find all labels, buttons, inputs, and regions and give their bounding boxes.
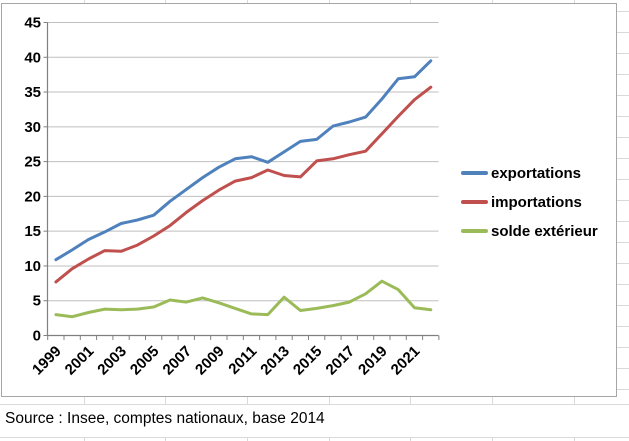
- x-axis-label-2003: 2003: [94, 343, 130, 379]
- sheet-col-line-mid-5: [492, 396, 493, 405]
- sheet-col-line-bottom-2: [246, 437, 248, 441]
- sheet-row-line-right-2: [617, 52, 629, 54]
- sheet-col-line-mid-2: [246, 396, 248, 405]
- series-line-exportations: [54, 59, 433, 262]
- legend-label-exportations: exportations: [491, 164, 582, 182]
- x-axis-label-2021: 2021: [388, 343, 424, 379]
- y-axis-label-35: 35: [24, 84, 41, 101]
- x-axis-label-2007: 2007: [160, 343, 196, 379]
- sheet-row-line-right-8: [617, 178, 629, 180]
- sheet-row-line-right-17: [617, 367, 629, 369]
- sheet-row-line-right-7: [617, 157, 629, 159]
- legend-item-exportations[interactable]: exportations: [461, 163, 621, 183]
- y-axis-label-5: 5: [33, 293, 41, 310]
- sheet-row-line-right-15: [617, 325, 629, 327]
- sheet-col-line-mid-6: [573, 396, 575, 405]
- sheet-row-line-right-0: [617, 10, 629, 12]
- x-axis-label-2009: 2009: [192, 343, 228, 379]
- exportations-line-swatch: [461, 171, 488, 175]
- legend-item-solde-exterieur[interactable]: solde extérieur: [461, 221, 621, 241]
- sheet-row-line-right-1: [617, 31, 629, 33]
- sheet-row-line-right-13: [617, 283, 629, 285]
- sheet-row-line-right-5: [617, 115, 629, 117]
- x-axis-label-2013: 2013: [257, 343, 293, 379]
- sheet-col-line-top-0: [83, 0, 85, 4]
- sheet-row-line-right-14: [617, 304, 629, 306]
- sheet-col-line-mid-1: [165, 396, 167, 405]
- sheet-row-line-right-18: [617, 388, 629, 390]
- x-axis-label-2019: 2019: [355, 343, 391, 379]
- sheet-col-line-top-6: [573, 0, 575, 4]
- y-axis-label-40: 40: [24, 49, 41, 66]
- sheet-row-line-right-10: [617, 220, 629, 222]
- x-axis-label-2017: 2017: [323, 343, 359, 379]
- sheet-col-line-bottom-1: [165, 437, 167, 441]
- sheet-col-line-top-3: [328, 0, 330, 4]
- series-line-solde extérieur: [54, 279, 433, 319]
- sheet-row-line-right-4: [617, 94, 629, 96]
- x-axis-label-2001: 2001: [62, 343, 98, 379]
- sheet-col-line-mid-3: [328, 396, 330, 405]
- y-axis-label-20: 20: [24, 188, 41, 205]
- x-axis-label-2011: 2011: [225, 343, 260, 378]
- sheet-col-line-bottom-5: [492, 437, 493, 441]
- y-axis-label-10: 10: [24, 258, 41, 275]
- source-note: Source : Insee, comptes nationaux, base …: [5, 410, 325, 427]
- x-axis-label-1999: 1999: [29, 343, 65, 379]
- y-axis-label-25: 25: [24, 154, 41, 171]
- solde-exterieur-line-swatch: [461, 229, 488, 233]
- y-axis-label-30: 30: [24, 119, 41, 136]
- sheet-col-line-bottom-3: [328, 437, 330, 441]
- x-axis-label-2015: 2015: [290, 343, 326, 379]
- sheet-col-line-bottom-0: [83, 437, 85, 441]
- legend-label-importations: importations: [491, 193, 582, 211]
- sheet-col-line-top-5: [492, 0, 493, 4]
- sheet-col-line-top-1: [165, 0, 167, 4]
- sheet-row-line-source-bottom: [0, 437, 629, 438]
- sheet-row-line-right-12: [617, 262, 629, 264]
- x-axis-label-2005: 2005: [127, 343, 163, 379]
- sheet-col-line-bottom-4: [410, 437, 412, 441]
- sheet-row-line-right-9: [617, 199, 629, 201]
- y-axis-label-45: 45: [24, 14, 41, 31]
- sheet-col-line-bottom-6: [573, 437, 575, 441]
- sheet-row-line-right-3: [617, 73, 629, 75]
- y-axis-label-15: 15: [24, 223, 41, 240]
- series-line-importations: [54, 85, 433, 284]
- sheet-row-line-right-16: [617, 346, 629, 348]
- legend-label-solde-exterieur: solde extérieur: [491, 222, 598, 240]
- chart-legend: exportations importations solde extérieu…: [461, 163, 621, 241]
- importations-line-swatch: [461, 200, 488, 204]
- sheet-row-line-right-6: [617, 136, 629, 138]
- sheet-col-line-top-2: [246, 0, 248, 4]
- sheet-col-line-mid-4: [410, 396, 412, 405]
- sheet-col-line-top-4: [410, 0, 412, 4]
- y-axis-label-0: 0: [33, 328, 41, 345]
- legend-item-importations[interactable]: importations: [461, 192, 621, 212]
- sheet-row-line-right-11: [617, 241, 629, 243]
- sheet-col-line-mid-0: [83, 396, 85, 405]
- chart-object[interactable]: [1, 3, 617, 397]
- sheet-row-line-source-top: [0, 404, 629, 405]
